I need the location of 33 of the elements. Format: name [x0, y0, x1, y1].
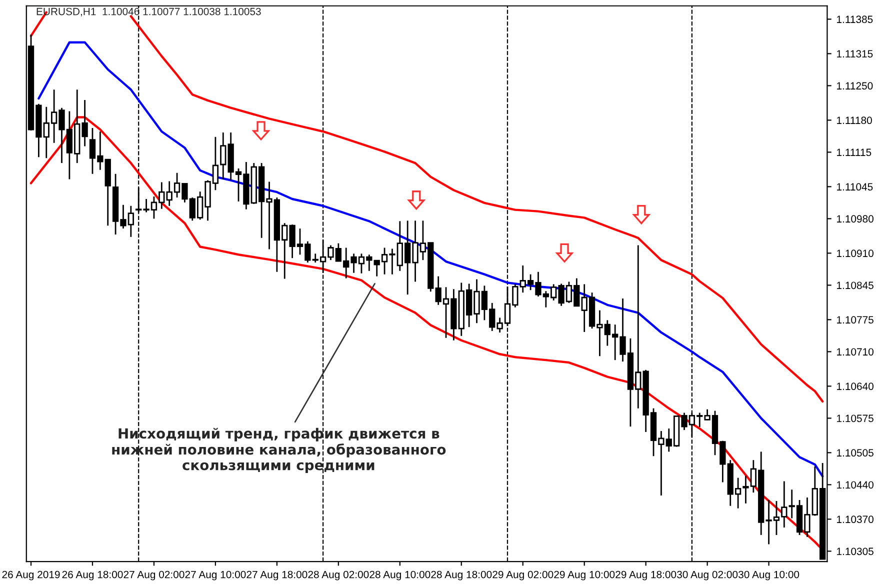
x-tick-label: 28 Aug 18:00 [431, 570, 492, 580]
candlestick [220, 132, 226, 180]
x-tick-label: 30 Aug 10:00 [738, 570, 800, 580]
y-tick-label: 1.10370 [837, 516, 874, 524]
y-tick-label: 1.11250 [837, 82, 873, 90]
x-tick-label: 29 Aug 02:00 [492, 570, 554, 580]
y-tick-label: 1.10710 [837, 348, 874, 356]
x-tick-label: 26 Aug 2019 [2, 570, 60, 580]
x-tick-label: 27 Aug 10:00 [185, 570, 246, 580]
x-tick-label: 28 Aug 10:00 [370, 570, 430, 580]
y-tick-label: 1.10910 [837, 250, 874, 258]
y-tick-label: 1.10845 [837, 282, 874, 290]
y-tick-label: 1.10440 [837, 481, 874, 489]
x-tick-label: 29 Aug 18:00 [616, 570, 676, 580]
y-tick-label: 1.10775 [837, 316, 874, 324]
y-tick-label: 1.11180 [837, 116, 872, 124]
x-tick-label: 28 Aug 02:00 [308, 570, 369, 580]
y-tick-label: 1.11385 [837, 16, 873, 24]
x-tick-label: 29 Aug 10:00 [554, 570, 615, 580]
line-series [38, 41, 824, 478]
x-tick-label: 27 Aug 18:00 [246, 570, 308, 580]
x-tick-label: 27 Aug 02:00 [124, 570, 184, 580]
y-tick-label: 1.11115 [837, 148, 872, 156]
y-tick-label: 1.10980 [837, 215, 874, 223]
y-tick-label: 1.10575 [837, 414, 874, 422]
y-tick-label: 1.10640 [837, 382, 874, 390]
x-tick-label: 30 Aug 02:00 [677, 570, 738, 580]
y-tick-label: 1.10505 [837, 449, 874, 457]
y-tick-label: 1.10305 [837, 548, 874, 556]
y-tick-label: 1.11315 [837, 50, 873, 58]
annotation: Нисходящий тренд, график движется в нижней половине канала, образованного скользящими средними [112, 428, 446, 473]
x-tick-label: 26 Aug 18:00 [62, 570, 123, 580]
y-tick-label: 1.11045 [837, 183, 873, 191]
